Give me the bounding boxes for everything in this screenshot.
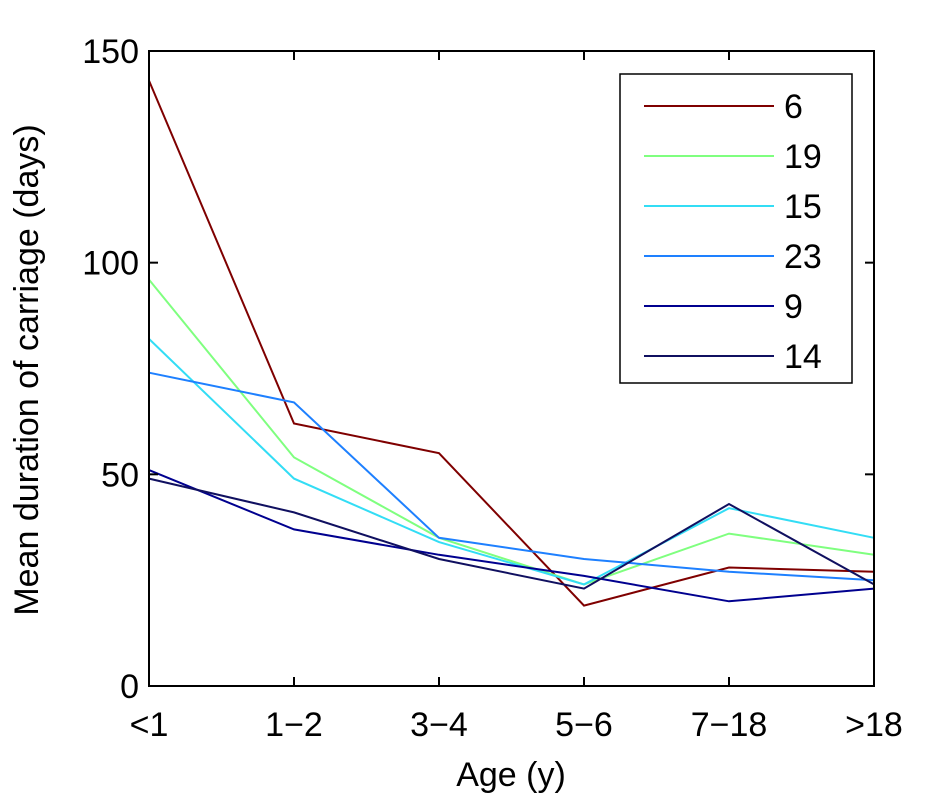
y-axis-title: Mean duration of carriage (days) [8, 124, 46, 615]
y-tick-label: 100 [82, 245, 139, 283]
legend-label-4: 9 [784, 288, 803, 326]
legend-label-1: 19 [784, 138, 822, 176]
x-tick-label: <1 [130, 706, 169, 744]
legend-label-0: 6 [784, 88, 803, 126]
legend-items: 6 19 15 23 9 14 [644, 88, 822, 376]
x-axis-title: Age (y) [456, 756, 566, 794]
x-tick-label: 5−6 [555, 706, 613, 744]
x-tick-label: 3−4 [410, 706, 468, 744]
series-layer [148, 80, 875, 607]
series-line-2 [148, 338, 875, 586]
x-tick-label: >18 [845, 706, 903, 744]
plot-frame [148, 50, 875, 687]
series-line-0 [148, 80, 875, 607]
legend-label-3: 23 [784, 238, 822, 276]
series-line-5 [148, 477, 875, 590]
x-tick-label: 7−18 [691, 706, 768, 744]
legend-label-5: 14 [784, 338, 822, 376]
legend-label-2: 15 [784, 188, 822, 226]
series-line-1 [148, 278, 875, 586]
ticks-layer: 0 50 100 150 <1 1−2 3−4 5−6 7−18 >18 [82, 33, 903, 744]
x-tick-label: 1−2 [265, 706, 323, 744]
y-tick-label: 50 [101, 456, 139, 494]
series-line-3 [148, 371, 875, 582]
y-tick-label: 150 [82, 33, 139, 71]
y-tick-label: 0 [120, 668, 139, 706]
series-line-4 [148, 469, 875, 603]
legend: 6 19 15 23 9 14 [619, 73, 853, 384]
legend-box [619, 73, 853, 384]
